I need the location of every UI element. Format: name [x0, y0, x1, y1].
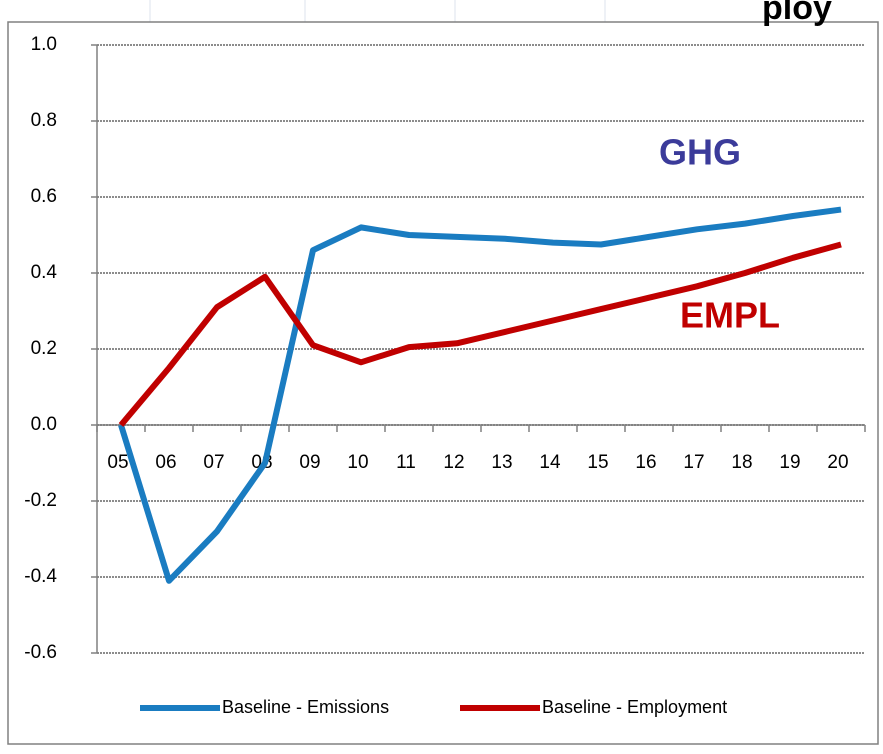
y-tick-label: 0.6: [31, 186, 57, 207]
y-tick-label: 0.8: [31, 110, 57, 131]
x-tick-label: 18: [731, 452, 752, 473]
x-tick-label: 14: [539, 452, 561, 473]
legend-label: Baseline - Emissions: [222, 697, 389, 717]
y-tick-label: -0.6: [24, 642, 57, 663]
x-tick-label: 11: [396, 452, 416, 473]
x-tick-label: 20: [827, 452, 848, 473]
annotation: EMPL: [680, 295, 780, 336]
x-tick-label: 12: [443, 452, 464, 473]
x-tick-label: 17: [683, 452, 704, 473]
legend-label: Baseline - Employment: [542, 697, 727, 717]
x-tick-label: 19: [779, 452, 800, 473]
x-tick-label: 06: [155, 452, 176, 473]
series-line: [118, 206, 842, 584]
x-tick-label: 15: [587, 452, 608, 473]
y-tick-label: 0.2: [31, 338, 57, 359]
x-tick-label: 09: [299, 452, 320, 473]
y-tick-label: -0.2: [24, 490, 57, 511]
x-tick-label: 10: [347, 452, 368, 473]
chart-frame: [7, 21, 879, 745]
y-tick-label: -0.4: [24, 566, 57, 587]
chart-title: ploy: [762, 0, 832, 27]
y-tick-label: 0.0: [31, 414, 57, 435]
y-tick-label: 0.4: [31, 262, 58, 283]
series-line: [118, 241, 842, 427]
x-tick-label: 07: [203, 452, 224, 473]
annotation: GHG: [659, 132, 741, 173]
x-tick-label: 16: [635, 452, 656, 473]
x-tick-label: 05: [107, 452, 128, 473]
y-tick-label: 1.0: [31, 34, 57, 55]
x-tick-label: 13: [491, 452, 512, 473]
